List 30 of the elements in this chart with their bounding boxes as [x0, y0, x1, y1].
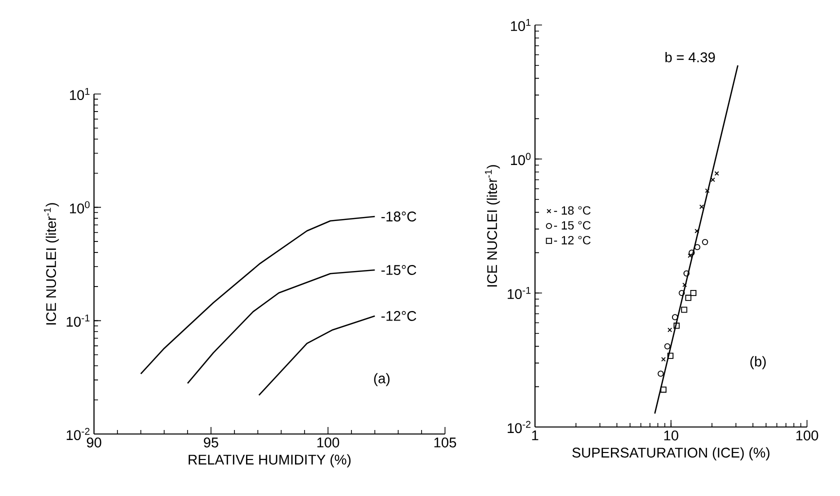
- series-label: -12°C: [381, 311, 416, 321]
- x-axis-title: RELATIVE HUMIDITY (%): [188, 454, 351, 468]
- y-tick-label: 10$^{0}$: [70, 201, 90, 214]
- legend-label: - 12 °C: [554, 236, 591, 244]
- y-axis-title: ICE NUCLEI (liter$^{-1}$): [484, 165, 500, 286]
- series-label: -18°C: [381, 212, 416, 222]
- annotation: b = 4.39: [665, 52, 715, 62]
- x-tick-label: 10: [664, 430, 678, 440]
- y-tick-label: 10$^{1}$: [511, 18, 530, 32]
- x-tick-label: 100: [317, 438, 340, 448]
- y-tick-label: 10$^{1}$: [70, 88, 90, 100]
- x-tick-label: 105: [434, 438, 456, 448]
- series-label: -15°C: [381, 265, 416, 275]
- x-tick-label: 95: [204, 438, 218, 448]
- annotation: (b): [750, 356, 766, 370]
- y-tick-label: 10$^{-2}$: [508, 420, 530, 434]
- legend-label: - 15 °C: [554, 221, 591, 230]
- x-tick-label: 100: [796, 430, 818, 440]
- x-tick-label: 1: [532, 430, 538, 440]
- legend-label: - 18 °C: [554, 206, 591, 215]
- y-tick-label: 10$^{-1}$: [508, 286, 530, 300]
- line-series: [186, 269, 376, 384]
- line-series: [258, 315, 376, 396]
- y-axis-title: ICE NUCLEI (liter$^{-1}$): [44, 203, 59, 324]
- line-series: [140, 216, 376, 374]
- annotation: (a): [374, 373, 390, 386]
- x-tick-label: 90: [86, 438, 102, 448]
- y-tick-label: 10$^{0}$: [511, 152, 531, 166]
- x-axis-title: SUPERSATURATION (ICE) (%): [572, 447, 770, 460]
- y-tick-label: 10$^{-1}$: [66, 314, 90, 327]
